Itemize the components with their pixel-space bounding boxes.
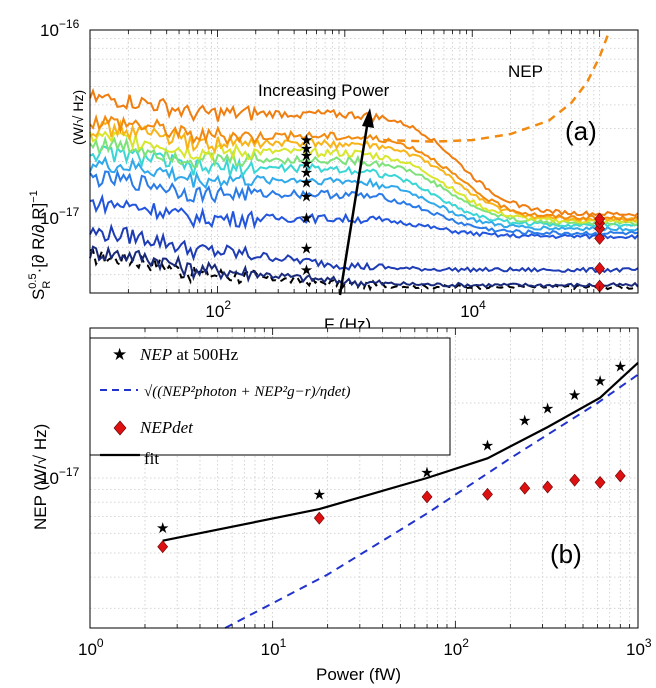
- star-marker: ★: [300, 188, 313, 206]
- star-marker: ★: [300, 131, 313, 149]
- legend-star-symbol: ★: [112, 345, 127, 365]
- nep-curve: [383, 29, 611, 143]
- panel-b-label: (b): [550, 539, 582, 569]
- legend-fit: fit: [144, 449, 159, 468]
- star-point: ★: [541, 400, 554, 418]
- increasing-power-annotation: Increasing Power: [258, 81, 390, 100]
- y-tick-label: 10−17: [40, 205, 80, 228]
- star-point: ★: [614, 358, 627, 376]
- star-marker: ★: [300, 209, 313, 227]
- star-point: ★: [568, 386, 581, 404]
- star-marker: ★: [300, 147, 313, 165]
- diamond-point: [482, 487, 493, 501]
- legend-nep-det: NEPdet: [139, 418, 194, 437]
- nep-annotation: NEP: [508, 62, 543, 81]
- star-point: ★: [518, 412, 531, 430]
- panel-a-series: [89, 29, 639, 292]
- noise-spectrum-line: [89, 145, 639, 228]
- increasing-power-arrow: [338, 119, 370, 296]
- legend-diamond-symbol: [113, 420, 127, 436]
- panel-b: ★ ★ ★ ★ ★ ★ ★ ★ ★ 100 101 102 103 10−17 (b) Power (f…: [31, 327, 652, 684]
- svg-text:SR0.5·[∂ R/∂ R]−1: SR0.5·[∂ R/∂ R]−1: [27, 190, 53, 300]
- diamond-point: [614, 469, 626, 483]
- panel-a-ticks: 102 104 10−17 10−16: [40, 17, 601, 321]
- panel-b-xlabel: Power (fW): [316, 665, 401, 684]
- noise-spectrum-line: [89, 245, 639, 289]
- x-tick-label: 100: [78, 636, 104, 659]
- legend-nep-500hz: NEP at 500Hz: [139, 345, 239, 364]
- panel-b-ylabel: NEP (W/√ Hz): [31, 424, 50, 530]
- star-point: ★: [313, 485, 326, 503]
- noise-spectrum-line: [89, 193, 639, 240]
- svg-text:NEP (W/√ Hz): NEP (W/√ Hz): [31, 424, 50, 530]
- noise-spectrum-line: [89, 223, 639, 274]
- x-tick-label: 102: [443, 636, 469, 659]
- svg-text:(W/√ Hz): (W/√ Hz): [70, 90, 86, 145]
- noise-spectrum-line: [89, 130, 639, 225]
- noise-spectrum-line: [89, 87, 639, 217]
- panel-a-label: (a): [565, 116, 597, 146]
- legend-sqrt-formula: √((NEP²photon + NEP²g−r)/ηdet): [144, 384, 351, 400]
- star-marker: ★: [300, 155, 313, 173]
- noise-spectrum-line: [89, 135, 639, 227]
- x-tick-label: 103: [626, 636, 652, 659]
- panel-b-legend: ★ NEP at 500Hz √((NEP²photon + NEP²g−r)/…: [89, 337, 451, 468]
- star-point: ★: [420, 464, 433, 482]
- diamond-point: [157, 540, 169, 554]
- diamond-point: [313, 511, 325, 525]
- diamond-point: [594, 475, 606, 489]
- increasing-power-arrowhead: [362, 108, 374, 128]
- panel-b-ticks: 100 101 102 103 10−17: [40, 328, 652, 659]
- star-marker: ★: [300, 139, 313, 157]
- panel-b-series: ★ ★ ★ ★ ★ ★ ★ ★ ★: [156, 358, 639, 629]
- panel-a-markers: ★★★★★★★★★★: [300, 131, 606, 293]
- star-point: ★: [593, 372, 606, 390]
- x-tick-label: 101: [261, 636, 287, 659]
- panel-a-ylabel: SR0.5·[∂ R/∂ R]−1: [27, 190, 53, 300]
- y-tick-label: 10−16: [40, 17, 80, 40]
- noise-spectrum-line: [89, 168, 639, 237]
- x-tick-label: 104: [460, 298, 486, 321]
- fit-curve: [162, 361, 639, 542]
- star-point: ★: [156, 519, 169, 537]
- star-point: ★: [481, 437, 494, 455]
- diamond-point: [542, 480, 553, 494]
- noise-spectrum-line: [89, 247, 639, 292]
- star-marker: ★: [300, 261, 313, 279]
- diamond-marker: [594, 212, 606, 226]
- star-marker: ★: [300, 239, 313, 257]
- photon-gr-nep-curve: [224, 373, 639, 629]
- noise-spectrum-line: [89, 113, 639, 221]
- star-marker: ★: [300, 163, 313, 181]
- noise-spectrum-line: [89, 155, 639, 232]
- diamond-marker: [594, 231, 606, 245]
- diamond-point: [519, 481, 531, 495]
- x-tick-label: 102: [205, 298, 231, 321]
- y-tick-label: 10−17: [40, 465, 80, 488]
- diamond-point: [421, 490, 433, 504]
- diamond-point: [569, 473, 581, 487]
- panel-a-yunits: (W/√ Hz): [70, 90, 86, 145]
- diamond-marker: [594, 262, 606, 275]
- star-marker: ★: [300, 173, 313, 191]
